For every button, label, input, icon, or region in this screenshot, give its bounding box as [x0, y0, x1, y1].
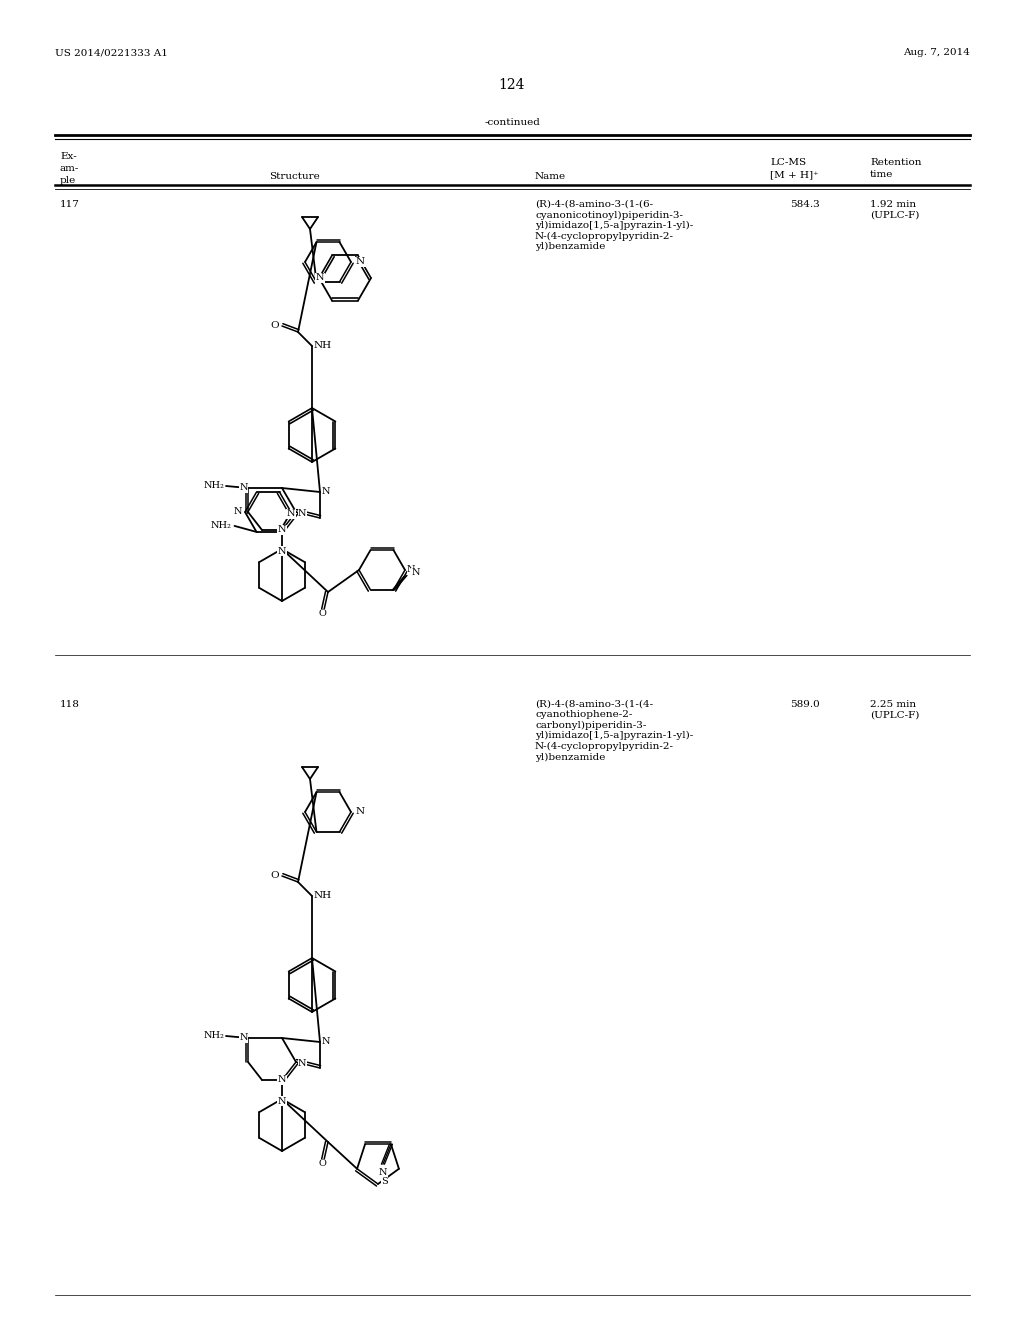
Text: [M + H]⁺: [M + H]⁺: [770, 170, 818, 180]
Text: N: N: [379, 1168, 387, 1176]
Text: N: N: [356, 257, 366, 267]
Text: N: N: [278, 1076, 287, 1085]
Text: NH₂: NH₂: [211, 521, 231, 531]
Text: N: N: [356, 808, 366, 817]
Text: N: N: [407, 565, 416, 574]
Text: N: N: [278, 525, 287, 535]
Text: 117: 117: [60, 201, 80, 209]
Text: 118: 118: [60, 700, 80, 709]
Text: Ex-: Ex-: [60, 152, 77, 161]
Text: N: N: [240, 483, 248, 492]
Text: N: N: [322, 1038, 331, 1047]
Text: 1.92 min
(UPLC-F): 1.92 min (UPLC-F): [870, 201, 920, 219]
Text: N: N: [298, 510, 306, 519]
Text: am-: am-: [60, 164, 80, 173]
Text: O: O: [318, 1159, 326, 1168]
Text: N: N: [322, 487, 331, 496]
Text: N: N: [233, 507, 242, 516]
Text: N: N: [315, 273, 325, 282]
Text: Name: Name: [535, 172, 566, 181]
Text: 584.3: 584.3: [790, 201, 820, 209]
Text: Aug. 7, 2014: Aug. 7, 2014: [903, 48, 970, 57]
Text: O: O: [270, 871, 279, 880]
Text: ple: ple: [60, 176, 76, 185]
Text: NH₂: NH₂: [203, 1031, 224, 1040]
Text: 589.0: 589.0: [790, 700, 820, 709]
Text: N: N: [287, 510, 295, 519]
Text: NH: NH: [314, 891, 332, 900]
Text: Retention: Retention: [870, 158, 922, 168]
Text: Structure: Structure: [269, 172, 321, 181]
Text: N: N: [412, 569, 420, 577]
Text: -continued: -continued: [484, 117, 540, 127]
Text: (R)-4-(8-amino-3-(1-(6-
cyanonicotinoyl)piperidin-3-
yl)imidazo[1,5-a]pyrazin-1-: (R)-4-(8-amino-3-(1-(6- cyanonicotinoyl)…: [535, 201, 693, 251]
Text: N: N: [298, 1060, 306, 1068]
Text: N: N: [278, 546, 287, 556]
Text: US 2014/0221333 A1: US 2014/0221333 A1: [55, 48, 168, 57]
Text: 124: 124: [499, 78, 525, 92]
Text: time: time: [870, 170, 893, 180]
Text: (R)-4-(8-amino-3-(1-(4-
cyanothiophene-2-
carbonyl)piperidin-3-
yl)imidazo[1,5-a: (R)-4-(8-amino-3-(1-(4- cyanothiophene-2…: [535, 700, 693, 762]
Text: O: O: [270, 322, 279, 330]
Text: NH₂: NH₂: [203, 482, 224, 491]
Text: NH: NH: [314, 342, 332, 351]
Text: N: N: [278, 1097, 287, 1106]
Text: N: N: [240, 1034, 248, 1043]
Text: O: O: [318, 610, 326, 619]
Text: 2.25 min
(UPLC-F): 2.25 min (UPLC-F): [870, 700, 920, 719]
Text: LC-MS: LC-MS: [770, 158, 806, 168]
Text: S: S: [381, 1176, 388, 1185]
